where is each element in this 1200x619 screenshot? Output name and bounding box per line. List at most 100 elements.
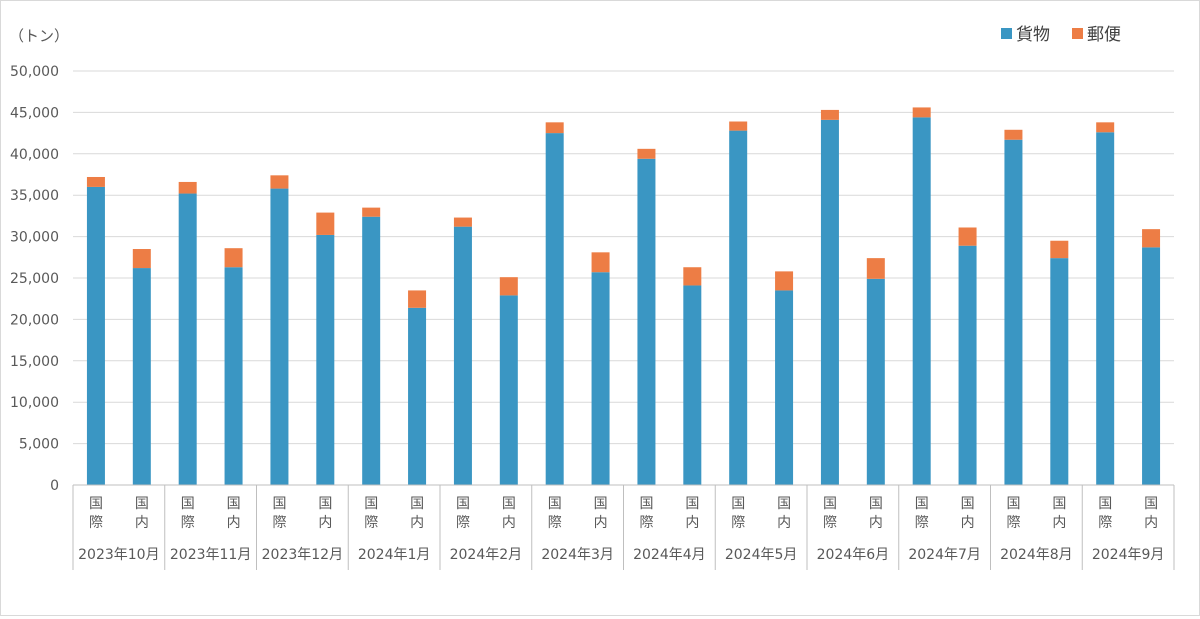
y-tick-label: 45,000 — [10, 105, 59, 121]
category-label-char: 際 — [1006, 515, 1020, 531]
x-axis: 国際国内2023年10月国際国内2023年11月国際国内2023年12月国際国内… — [72, 484, 1175, 570]
legend-swatch-cargo — [1001, 28, 1012, 39]
category-label-char: 際 — [731, 515, 745, 531]
gridlines — [73, 70, 1174, 445]
category-label-char: 国 — [89, 496, 103, 512]
y-tick-label: 40,000 — [10, 147, 59, 163]
month-group-label: 2023年11月 — [170, 547, 251, 563]
legend-label-cargo: 貨物 — [1016, 25, 1050, 45]
category-label-char: 国 — [1098, 496, 1112, 512]
bar-mail — [1050, 240, 1069, 259]
bar-cargo — [178, 193, 197, 485]
bar-cargo — [316, 234, 335, 485]
category-label-char: 内 — [961, 515, 975, 531]
bar-mail — [499, 277, 518, 296]
bar-mail — [820, 109, 839, 120]
category-label-char: 際 — [456, 515, 470, 531]
bar-mail — [637, 148, 656, 159]
bar-cargo — [224, 267, 243, 485]
month-group-label: 2024年5月 — [725, 547, 798, 563]
category-label-char: 内 — [135, 515, 149, 531]
category-label-char: 国 — [135, 496, 149, 512]
bar-mail — [545, 122, 564, 134]
month-group-label: 2024年3月 — [541, 547, 614, 563]
category-label-char: 国 — [1052, 496, 1066, 512]
category-label-char: 際 — [548, 515, 562, 531]
y-tick-label: 0 — [50, 478, 59, 494]
bar-mail — [958, 227, 977, 246]
category-label-char: 国 — [731, 496, 745, 512]
category-label-char: 内 — [318, 515, 332, 531]
bar-cargo — [545, 133, 564, 485]
bar-cargo — [1096, 132, 1115, 485]
month-group-label: 2024年6月 — [817, 547, 890, 563]
category-label-char: 内 — [1052, 515, 1066, 531]
category-label-char: 国 — [548, 496, 562, 512]
bar-cargo — [912, 117, 931, 486]
category-label-char: 際 — [89, 515, 103, 531]
month-group-label: 2024年1月 — [358, 547, 431, 563]
bar-mail — [683, 267, 702, 286]
y-tick-label: 10,000 — [10, 395, 59, 411]
bar-mail — [729, 121, 748, 131]
bar-mail — [775, 271, 794, 291]
category-label-char: 内 — [1144, 515, 1158, 531]
y-axis-ticks: 0 5,000 10,000 15,000 20,000 25,000 30,000 35,0… — [10, 64, 59, 494]
y-tick-label: 25,000 — [10, 271, 59, 287]
y-tick-label: 50,000 — [10, 64, 59, 80]
bar-cargo — [866, 278, 885, 485]
category-label-char: 国 — [456, 496, 470, 512]
bar-mail — [1142, 229, 1161, 248]
bar-cargo — [683, 285, 702, 485]
category-label-char: 国 — [364, 496, 378, 512]
category-label-char: 国 — [685, 496, 699, 512]
month-group-label: 2024年4月 — [633, 547, 706, 563]
category-label-char: 際 — [1098, 515, 1112, 531]
bar-mail — [362, 207, 381, 217]
category-label-char: 際 — [364, 515, 378, 531]
bar-mail — [591, 252, 610, 273]
category-label-char: 内 — [685, 515, 699, 531]
month-group-label: 2024年2月 — [450, 547, 523, 563]
category-label-char: 国 — [869, 496, 883, 512]
month-group-label: 2024年7月 — [908, 547, 981, 563]
category-label-char: 内 — [777, 515, 791, 531]
bar-cargo — [270, 188, 289, 486]
category-label-char: 国 — [915, 496, 929, 512]
category-label-char: 際 — [823, 515, 837, 531]
bar-cargo — [1142, 247, 1161, 485]
bar-cargo — [775, 290, 794, 485]
bars — [86, 107, 1161, 486]
bar-mail — [316, 212, 335, 235]
category-label-char: 内 — [869, 515, 883, 531]
legend: 貨物 郵便 — [1001, 25, 1121, 45]
category-label-char: 内 — [502, 515, 516, 531]
bar-cargo — [1050, 258, 1069, 485]
month-group-label: 2023年10月 — [78, 547, 159, 563]
y-unit-label: （トン） — [9, 27, 69, 45]
category-label-char: 国 — [272, 496, 286, 512]
bar-cargo — [453, 226, 472, 485]
y-tick-label: 15,000 — [10, 354, 59, 370]
category-label-char: 国 — [1144, 496, 1158, 512]
category-label-char: 国 — [594, 496, 608, 512]
month-group-label: 2023年12月 — [262, 547, 343, 563]
y-tick-label: 30,000 — [10, 230, 59, 246]
bar-mail — [1004, 129, 1023, 140]
bar-cargo — [362, 216, 381, 485]
category-label-char: 国 — [1006, 496, 1020, 512]
bar-cargo — [132, 268, 151, 485]
bar-mail — [270, 175, 289, 189]
bar-mail — [178, 181, 197, 194]
bar-cargo — [820, 119, 839, 486]
bar-cargo — [729, 130, 748, 485]
bar-cargo — [958, 245, 977, 485]
category-label-char: 国 — [318, 496, 332, 512]
bar-mail — [1096, 122, 1115, 133]
category-label-char: 国 — [502, 496, 516, 512]
legend-label-mail: 郵便 — [1087, 25, 1121, 45]
category-label-char: 際 — [181, 515, 195, 531]
y-tick-label: 5,000 — [19, 437, 59, 453]
